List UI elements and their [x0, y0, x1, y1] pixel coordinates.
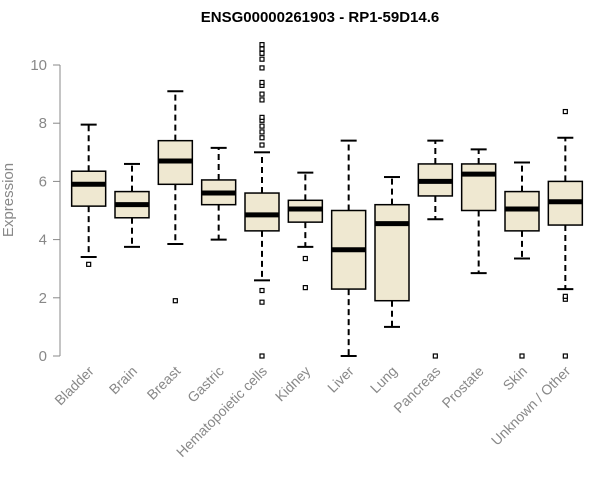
outlier-point	[562, 293, 568, 299]
box-group	[157, 90, 194, 304]
box-group	[504, 161, 540, 359]
category-label: Lung	[367, 363, 400, 396]
outlier-point	[259, 79, 265, 86]
outlier-point	[259, 129, 265, 135]
boxes	[70, 42, 584, 359]
chart-title: ENSG00000261903 - RP1-59D14.6	[201, 9, 440, 26]
outlier-point	[86, 261, 92, 267]
outlier-point	[259, 114, 265, 120]
outlier-point	[172, 298, 178, 304]
box-group	[200, 146, 237, 241]
box-group	[70, 123, 107, 267]
outlier-point	[259, 299, 265, 305]
y-tick-label: 10	[30, 57, 47, 74]
category-label: Bladder	[51, 363, 97, 409]
category-label: Unknown / Other	[488, 363, 574, 449]
outlier-point	[259, 123, 265, 129]
box-group	[287, 171, 324, 291]
category-label: Prostate	[439, 363, 487, 411]
category-label: Brain	[106, 363, 140, 397]
outlier-point	[259, 97, 265, 103]
y-tick-label: 4	[39, 232, 47, 249]
y-tick-label: 6	[39, 173, 47, 190]
outlier-point	[519, 353, 525, 359]
box	[244, 192, 280, 232]
box-group	[374, 176, 410, 328]
category-label: Liver	[324, 363, 357, 396]
box-group	[244, 42, 280, 359]
outlier-point	[432, 353, 438, 359]
outlier-point	[259, 135, 265, 141]
box	[460, 163, 497, 212]
outlier-point	[562, 353, 568, 359]
y-tick-label: 0	[39, 348, 47, 365]
category-label: Kidney	[272, 363, 314, 405]
outlier-point	[259, 56, 265, 62]
y-axis-label: Expression	[0, 163, 17, 237]
box	[374, 203, 410, 302]
axes: 0 2 4 6 8 10	[30, 57, 61, 365]
category-label: Skin	[500, 363, 531, 394]
box-group	[114, 162, 150, 248]
category-label: Gastric	[184, 363, 227, 406]
outlier-point	[259, 353, 265, 359]
box	[70, 170, 107, 207]
y-tick-label: 2	[39, 290, 47, 307]
outlier-point	[259, 142, 265, 148]
box-group	[417, 139, 454, 359]
outlier-point	[562, 108, 568, 115]
outlier-point	[259, 50, 265, 56]
outlier-point	[259, 287, 265, 294]
y-tick-label: 8	[39, 115, 47, 132]
category-label: Pancreas	[390, 363, 443, 416]
category-label: Breast	[144, 363, 184, 403]
outlier-point	[302, 255, 308, 262]
outlier-point	[259, 46, 265, 52]
box-group	[547, 108, 584, 359]
outlier-point	[259, 65, 265, 71]
box-group	[330, 139, 367, 357]
outlier-point	[259, 42, 265, 48]
outlier-point	[302, 285, 308, 291]
outlier-point	[259, 91, 265, 97]
box-group	[460, 148, 497, 275]
